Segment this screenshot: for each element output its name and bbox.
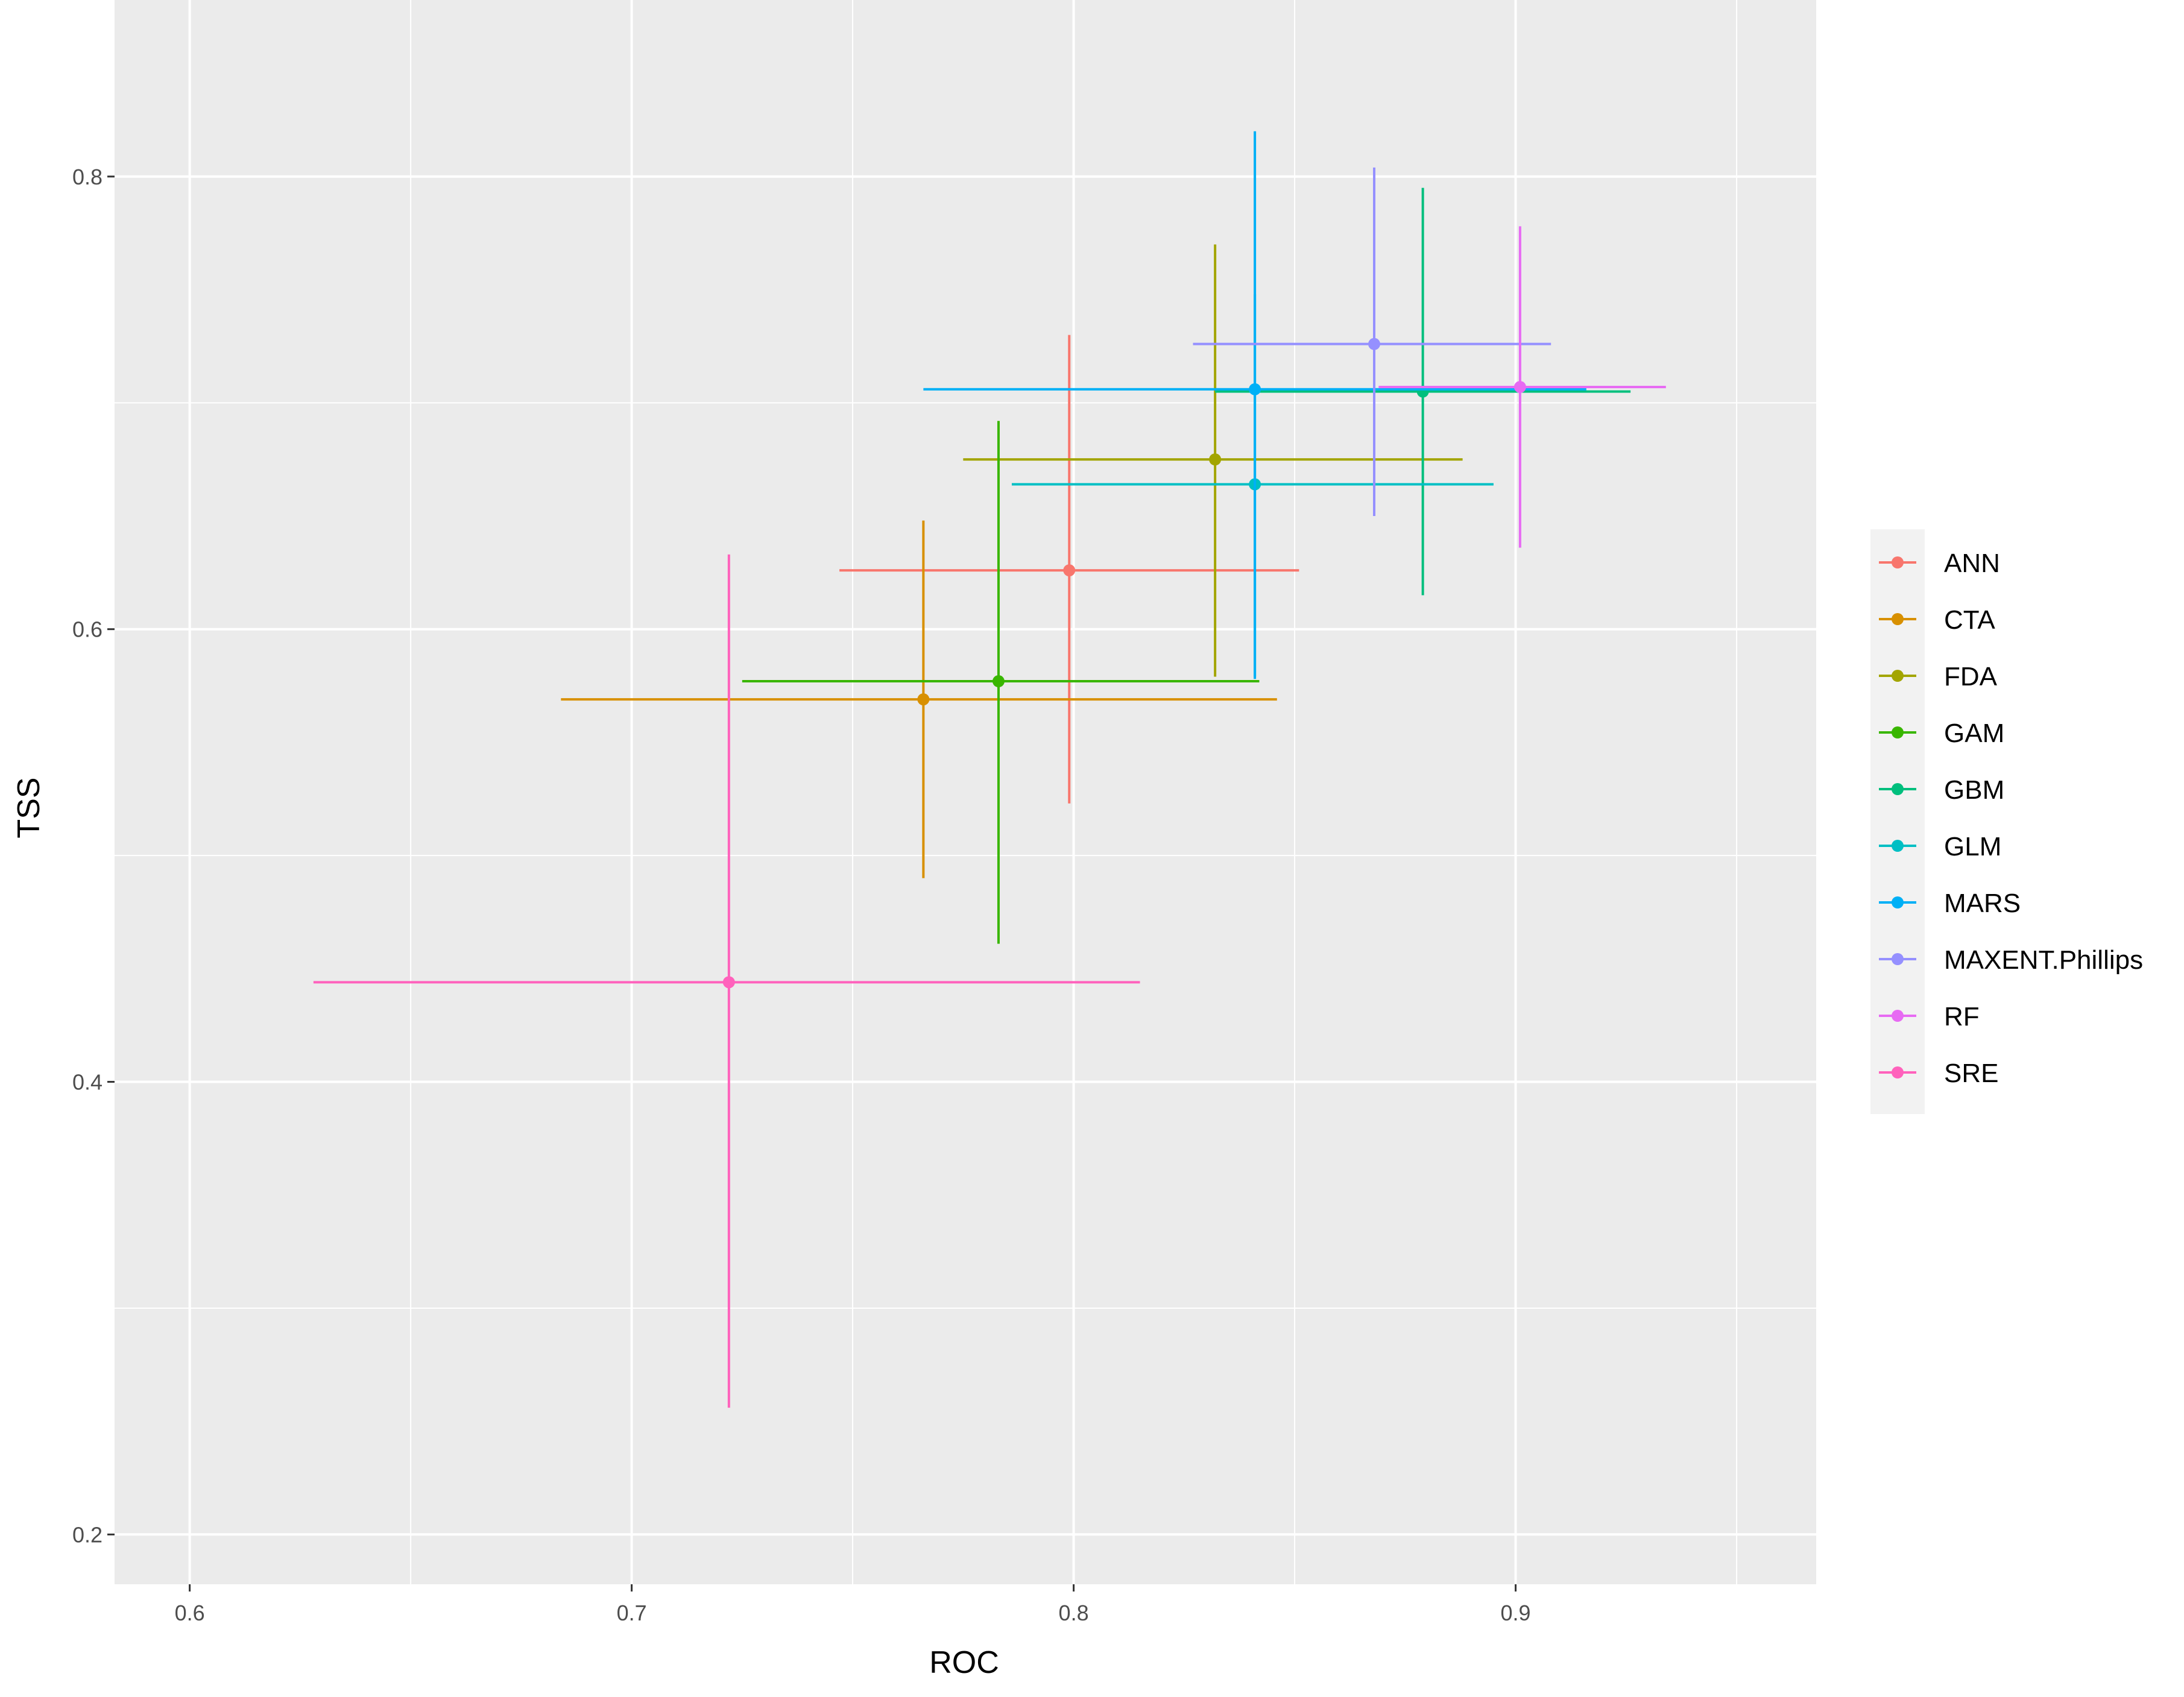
y-axis: 0.2 0.4 0.6 0.8 — [72, 165, 115, 1547]
x-tick-label: 0.7 — [617, 1601, 647, 1625]
data-point — [917, 693, 930, 706]
legend-key-point — [1892, 840, 1904, 852]
legend: ANN CTA FDA GAM GBM GLM MARS MAXENT.Phillips RF S… — [1870, 529, 2143, 1114]
x-tick-label: 0.8 — [1059, 1601, 1089, 1625]
legend-item: GAM — [1879, 719, 2004, 748]
x-tick-label: 0.6 — [175, 1601, 205, 1625]
legend-label: CTA — [1944, 605, 1995, 635]
legend-key-point — [1892, 613, 1904, 625]
data-marks — [313, 131, 1666, 1408]
legend-label: GLM — [1944, 832, 2001, 861]
legend-key-point — [1892, 1010, 1904, 1022]
legend-key-point — [1892, 670, 1904, 682]
legend-key-point — [1892, 953, 1904, 965]
legend-item: ANN — [1879, 549, 2000, 578]
legend-label: GBM — [1944, 775, 2004, 805]
data-point — [992, 675, 1005, 688]
legend-key-point — [1892, 726, 1904, 738]
data-point — [1249, 383, 1261, 395]
y-tick-label: 0.2 — [72, 1522, 103, 1547]
data-point — [722, 976, 735, 989]
series-MAXENT.Phillips — [1193, 167, 1551, 516]
legend-key-point — [1892, 896, 1904, 908]
grid-major — [115, 0, 1816, 1584]
data-point — [1368, 338, 1381, 350]
data-point — [1513, 380, 1526, 393]
y-tick-label: 0.8 — [72, 165, 103, 189]
legend-label: RF — [1944, 1002, 1980, 1031]
x-axis-title: ROC — [929, 1645, 999, 1680]
x-axis: 0.6 0.7 0.8 0.9 — [175, 1584, 1531, 1625]
legend-item: CTA — [1879, 605, 1995, 635]
legend-key-point — [1892, 783, 1904, 795]
grid-minor — [115, 0, 1816, 1584]
legend-item: GBM — [1879, 775, 2004, 805]
series-GAM — [742, 421, 1260, 944]
data-point — [1063, 564, 1076, 577]
legend-item: RF — [1879, 1002, 1980, 1031]
legend-item: MARS — [1879, 889, 2021, 918]
legend-label: GAM — [1944, 719, 2004, 748]
series-MARS — [923, 131, 1586, 679]
legend-label: ANN — [1944, 549, 2000, 578]
x-tick-label: 0.9 — [1501, 1601, 1531, 1625]
data-point — [1209, 453, 1222, 466]
legend-label: MARS — [1944, 889, 2021, 918]
plot-background — [115, 0, 1816, 1584]
legend-key-point — [1892, 556, 1904, 568]
legend-item: GLM — [1879, 832, 2001, 861]
series-FDA — [963, 244, 1463, 677]
series-CTA — [561, 520, 1277, 878]
y-tick-label: 0.6 — [72, 617, 103, 642]
legend-key-point — [1892, 1066, 1904, 1078]
legend-item: MAXENT.Phillips — [1879, 945, 2143, 975]
series-SRE — [313, 554, 1140, 1408]
legend-label: MAXENT.Phillips — [1944, 945, 2143, 975]
series-RF — [1378, 226, 1666, 548]
legend-item: SRE — [1879, 1059, 1998, 1088]
y-tick-label: 0.4 — [72, 1070, 103, 1095]
legend-label: FDA — [1944, 662, 1998, 691]
legend-label: SRE — [1944, 1059, 1998, 1088]
series-ANN — [839, 335, 1299, 804]
legend-item: FDA — [1879, 662, 1998, 691]
y-axis-title: TSS — [11, 777, 46, 838]
